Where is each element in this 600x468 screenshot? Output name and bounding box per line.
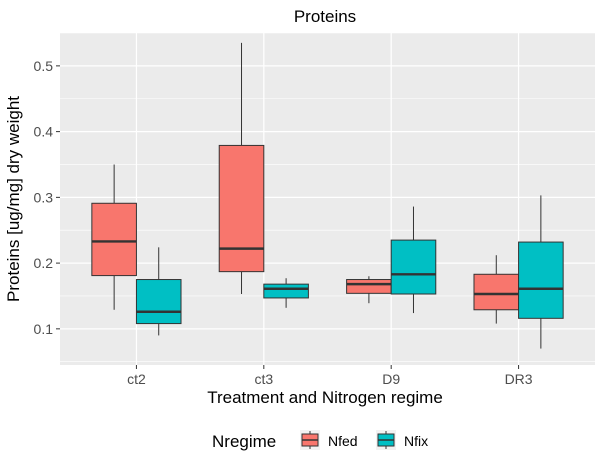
y-tick-label-0: 0.1: [34, 321, 54, 337]
legend-item-nfix: Nfix: [376, 430, 428, 450]
legend-label-nfed: Nfed: [328, 433, 358, 449]
legend-label-nfix: Nfix: [404, 433, 428, 449]
y-tick-label-1: 0.2: [34, 255, 54, 271]
box-body: [473, 273, 520, 311]
box-nfix-dr3: [518, 195, 564, 349]
legend-title: Nregime: [212, 432, 276, 451]
box-nfed-d9: [346, 276, 392, 304]
box-nfix-ct3: [263, 278, 309, 308]
y-axis-label: Proteins [ug/mg] dry weight: [4, 96, 23, 302]
x-tick-label-1: ct3: [254, 371, 273, 387]
chart-title: Proteins: [294, 7, 356, 26]
box-nfed-ct2: [91, 164, 137, 310]
box-nfix-ct2: [135, 247, 182, 336]
box-body: [390, 239, 437, 295]
y-tick-label-2: 0.3: [34, 189, 54, 205]
box-nfed-ct3: [218, 42, 265, 294]
box-body: [91, 202, 137, 277]
box-body: [135, 279, 182, 325]
y-tick-label-4: 0.5: [34, 58, 54, 74]
boxes: [91, 42, 564, 349]
legend-item-nfed: Nfed: [300, 430, 358, 450]
x-tick-label-2: D9: [382, 371, 400, 387]
legend: Nregime Nfed Nfix: [212, 430, 428, 451]
box-body: [346, 279, 392, 294]
grid-major: [60, 33, 595, 365]
box-nfed-dr3: [473, 255, 520, 324]
x-tick-label-0: ct2: [127, 371, 146, 387]
x-axis-label: Treatment and Nitrogen regime: [207, 388, 443, 407]
box-nfix-d9: [390, 206, 437, 314]
y-tick-label-3: 0.4: [34, 124, 54, 140]
box-body: [263, 283, 309, 299]
box-body: [218, 144, 265, 273]
x-tick-label-3: DR3: [505, 371, 533, 387]
box-body: [518, 241, 564, 319]
x-axis: ct2 ct3 D9 DR3: [127, 365, 533, 387]
y-axis: 0.1 0.2 0.3 0.4 0.5: [34, 58, 60, 337]
